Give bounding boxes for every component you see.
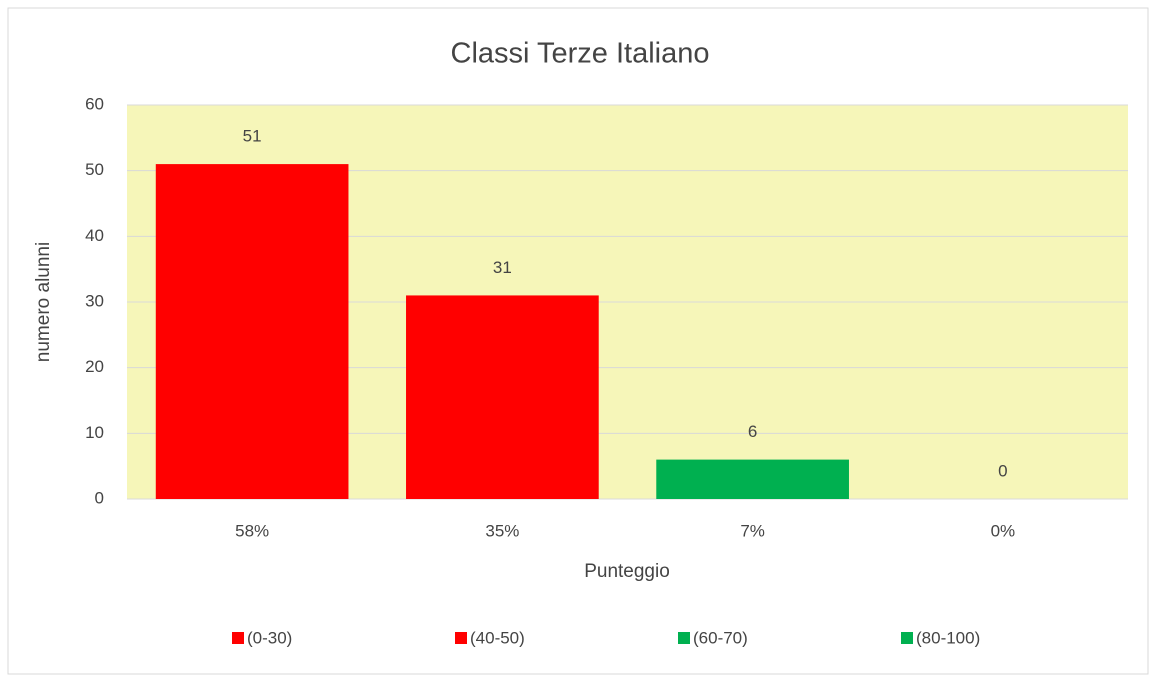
y-axis-label: numero alunni [33, 242, 54, 362]
y-tick-label: 60 [85, 94, 104, 113]
x-tick-label: 35% [485, 521, 519, 540]
y-tick-label: 40 [85, 226, 104, 245]
x-tick-label: 7% [740, 521, 765, 540]
bar [656, 459, 849, 499]
bar [155, 164, 349, 499]
legend-swatch [901, 632, 913, 644]
y-tick-label: 30 [85, 291, 104, 310]
y-tick-label: 10 [85, 423, 104, 442]
legend-label: (0-30) [247, 628, 292, 647]
bar [406, 295, 599, 499]
x-axis-label: Punteggio [584, 561, 670, 582]
x-tick-label: 58% [235, 521, 269, 540]
legend-swatch [232, 632, 244, 644]
data-label: 6 [748, 422, 757, 441]
legend-swatch [455, 632, 467, 644]
x-tick-label: 0% [991, 521, 1016, 540]
legend-label: (60-70) [693, 628, 748, 647]
data-label: 31 [493, 258, 512, 277]
legend-label: (80-100) [916, 628, 980, 647]
legend-label: (40-50) [470, 628, 525, 647]
legend-swatch [678, 632, 690, 644]
y-tick-label: 50 [85, 160, 104, 179]
data-label: 0 [998, 461, 1007, 480]
y-tick-label: 20 [85, 357, 104, 376]
y-tick-label: 0 [95, 488, 104, 507]
data-label: 51 [243, 127, 262, 146]
chart-title: Classi Terze Italiano [451, 38, 710, 70]
